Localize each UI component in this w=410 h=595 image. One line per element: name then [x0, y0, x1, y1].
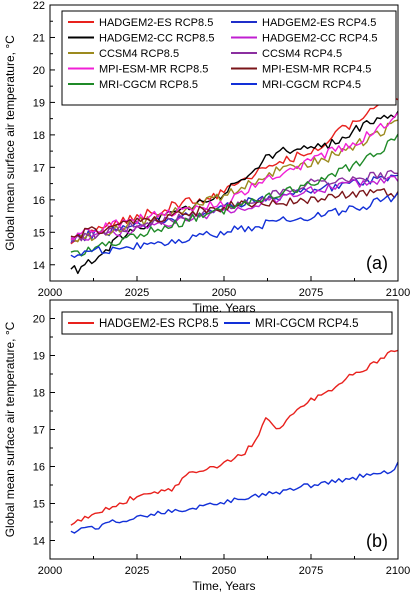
- x-tick-label: 2075: [299, 287, 323, 299]
- y-axis-label: Global mean surface air temperature, °C: [3, 35, 17, 251]
- series-group: [70, 96, 398, 275]
- x-tick-label: 2050: [212, 287, 236, 299]
- y-tick-label: 20: [33, 314, 45, 326]
- panel-a: 2000 2025 2050 2075 2100141516171819202122Ti…: [3, 0, 410, 315]
- y-tick-label: 15: [33, 499, 45, 511]
- legend-label: HADGEM2-ES RCP8.5: [99, 318, 219, 330]
- panel-b: 2000 2025 2050 2075 2100 14 15 16 17 18 19 20 Time, …: [3, 299, 410, 593]
- legend-label: MPI-ESM-MR RCP4.5: [262, 64, 371, 76]
- series-line: [70, 111, 398, 275]
- y-tick-label: 21: [33, 32, 45, 44]
- y-tick-label: 17: [33, 162, 45, 174]
- y-tick-label: 19: [33, 97, 45, 109]
- y-tick-label: 17: [33, 425, 45, 437]
- y-tick-label: 16: [33, 462, 45, 474]
- panel-label: (b): [366, 531, 388, 551]
- x-tick-label: 2075: [299, 565, 323, 577]
- legend-label: MRI-CGCM RCP8.5: [99, 79, 198, 91]
- legend-label: HADGEM2-ES RCP8.5: [99, 17, 213, 29]
- x-tick-label: 2000: [38, 565, 62, 577]
- y-axis-label: Global mean surface air temperature, °C: [3, 321, 17, 537]
- legend-label: CCSM4 RCP8.5: [99, 48, 179, 60]
- panel-label: (a): [366, 253, 388, 273]
- y-tick-label: 15: [33, 227, 45, 239]
- y-tick-label: 14: [33, 260, 45, 272]
- series-line: [70, 461, 398, 534]
- x-tick-label: 2100: [386, 565, 410, 577]
- y-tick-label: 22: [33, 0, 45, 12]
- legend-label: MRI-CGCM RCP4.5: [262, 79, 361, 91]
- x-tick-label: 2025: [125, 287, 149, 299]
- legend-label: MRI-CGCM RCP4.5: [255, 318, 359, 330]
- series-line: [70, 192, 398, 258]
- plot-frame: [49, 299, 399, 560]
- y-tick-label: 16: [33, 195, 45, 207]
- y-tick-label: 18: [33, 388, 45, 400]
- legend-label: CCSM4 RCP4.5: [262, 48, 342, 60]
- series-line: [70, 188, 398, 239]
- series-line: [70, 175, 398, 241]
- x-tick-label: 2000: [38, 287, 62, 299]
- legend-label: HADGEM2-CC RCP8.5: [99, 33, 215, 45]
- series-line: [70, 133, 398, 257]
- series-line: [70, 112, 398, 240]
- y-tick-label: 14: [33, 536, 45, 548]
- series-line: [70, 349, 398, 526]
- y-tick-label: 19: [33, 351, 45, 363]
- legend-label: HADGEM2-CC RCP4.5: [262, 33, 378, 45]
- legend-label: HADGEM2-ES RCP4.5: [262, 17, 376, 29]
- legend-box: [61, 10, 397, 106]
- y-tick-label: 20: [33, 65, 45, 77]
- x-axis-label: Time, Years: [193, 579, 256, 593]
- x-tick-label: 2025: [125, 565, 149, 577]
- x-tick-label: 2050: [212, 565, 236, 577]
- x-tick-label: 2100: [386, 287, 410, 299]
- legend-label: MPI-ESM-MR RCP8.5: [99, 64, 208, 76]
- y-tick-label: 18: [33, 130, 45, 142]
- series-group: [70, 349, 398, 534]
